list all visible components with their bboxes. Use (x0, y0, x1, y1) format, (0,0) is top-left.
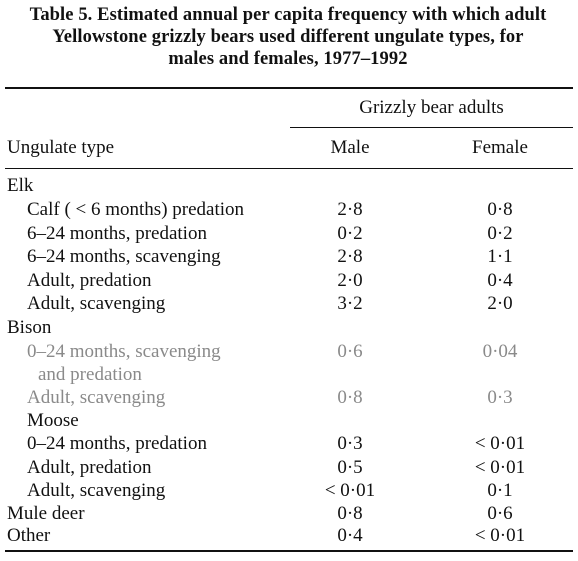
female-value: 1·1 (487, 246, 513, 267)
table-row: Adult, scavenging 0·8 0·3 (0, 386, 578, 409)
caption-line-1: Table 5. Estimated annual per capita fre… (29, 5, 547, 25)
header-rule (5, 168, 573, 169)
female-value: 0·3 (487, 387, 513, 408)
table-row: Adult, predation 0·5 < 0·01 (0, 456, 578, 479)
bottom-rule (5, 550, 573, 552)
table-row: 0–24 months, scavenging 0·6 0·04 (0, 340, 578, 363)
row-label: Adult, predation (27, 457, 152, 478)
row-label: Adult, scavenging (27, 480, 166, 501)
table-row: Elk (0, 174, 578, 197)
male-value: 2·0 (337, 270, 363, 291)
column-header-male: Male (330, 137, 370, 158)
table-row: Adult, predation 2·0 0·4 (0, 269, 578, 292)
row-label: Bison (7, 317, 52, 338)
table-row: Calf ( < 6 months) predation 2·8 0·8 (0, 198, 578, 221)
male-value: 2·8 (337, 246, 363, 267)
male-value: 0·5 (337, 457, 363, 478)
male-value: 0·8 (337, 387, 363, 408)
table-caption: Table 5. Estimated annual per capita fre… (4, 4, 572, 70)
male-value: 0·3 (337, 433, 363, 454)
female-value: 0·04 (482, 341, 518, 362)
table-row: Adult, scavenging < 0·01 0·1 (0, 479, 578, 502)
table-row: Bison (0, 316, 578, 339)
row-label: Elk (7, 175, 34, 196)
female-value: 0·1 (487, 480, 513, 501)
row-label: Calf ( < 6 months) predation (27, 199, 245, 220)
row-label-continuation: and predation (38, 364, 142, 385)
row-label: 0–24 months, predation (27, 433, 207, 454)
table-row: Other 0·4 < 0·01 (0, 524, 578, 547)
female-value: 0·8 (487, 199, 513, 220)
caption-line-3: males and females, 1977–1992 (168, 49, 408, 69)
female-value: 0·6 (487, 503, 513, 524)
male-value: < 0·01 (324, 480, 376, 501)
top-rule (5, 87, 573, 89)
table-row: and predation (0, 363, 578, 386)
female-value: < 0·01 (474, 457, 526, 478)
male-value: 0·2 (337, 223, 363, 244)
row-label: Other (7, 525, 51, 546)
row-label: 0–24 months, scavenging (27, 341, 221, 362)
male-value: 2·8 (337, 199, 363, 220)
female-value: < 0·01 (474, 525, 526, 546)
male-value: 3·2 (337, 293, 363, 314)
table-row: 6–24 months, predation 0·2 0·2 (0, 222, 578, 245)
table-row: 6–24 months, scavenging 2·8 1·1 (0, 245, 578, 268)
table-row: Adult, scavenging 3·2 2·0 (0, 292, 578, 315)
row-label: Adult, scavenging (27, 293, 166, 314)
table-row: Moose (0, 409, 578, 432)
male-value: 0·6 (337, 341, 363, 362)
row-label: 6–24 months, scavenging (27, 246, 221, 267)
row-label: Moose (27, 410, 79, 431)
female-value: 2·0 (487, 293, 513, 314)
column-header-female: Female (472, 137, 528, 158)
table-row: Mule deer 0·8 0·6 (0, 502, 578, 525)
male-value: 0·4 (337, 525, 363, 546)
row-label: Mule deer (7, 503, 85, 524)
row-label: Adult, scavenging (27, 387, 166, 408)
female-value: < 0·01 (474, 433, 526, 454)
caption-line-2: Yellowstone grizzly bears used different… (52, 27, 524, 47)
table-row: 0–24 months, predation 0·3 < 0·01 (0, 432, 578, 455)
female-value: 0·2 (487, 223, 513, 244)
column-header-ungulate-type: Ungulate type (7, 137, 115, 158)
column-group-header: Grizzly bear adults (359, 97, 504, 118)
female-value: 0·4 (487, 270, 513, 291)
male-value: 0·8 (337, 503, 363, 524)
group-underline (290, 127, 573, 128)
row-label: 6–24 months, predation (27, 223, 207, 244)
row-label: Adult, predation (27, 270, 152, 291)
